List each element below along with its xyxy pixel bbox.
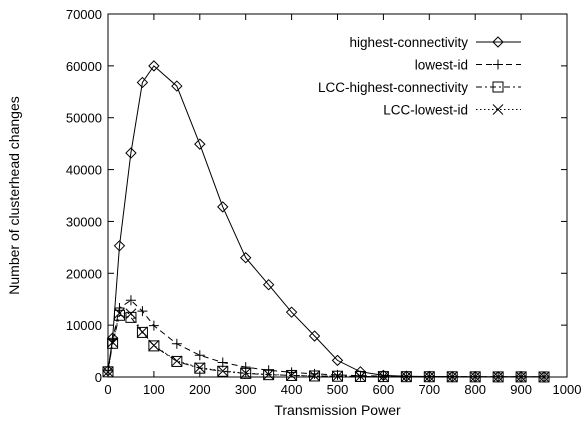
data-point-square — [107, 337, 119, 349]
y-tick-label: 0 — [95, 370, 102, 385]
x-tick-label: 400 — [281, 382, 303, 397]
legend-label: highest-connectivity — [349, 35, 468, 50]
data-point-diamond — [171, 80, 183, 92]
x-tick-label: 800 — [464, 382, 486, 397]
data-point-diamond — [125, 147, 137, 159]
data-point-plus — [148, 320, 159, 331]
data-point-cross — [538, 371, 550, 383]
data-point-plus — [171, 338, 182, 349]
data-point-square — [194, 362, 206, 374]
legend-label: lowest-id — [415, 58, 468, 73]
data-point-diamond — [217, 201, 229, 213]
data-point-diamond — [331, 354, 344, 367]
data-point-cross — [263, 369, 275, 380]
data-point-square — [113, 309, 125, 321]
data-point-plus — [493, 59, 503, 70]
y-tick-label: 60000 — [66, 59, 102, 74]
data-point-square — [125, 311, 137, 323]
data-point-diamond — [113, 240, 126, 252]
data-point-cross — [492, 371, 504, 383]
data-point-cross — [332, 370, 343, 382]
axis-ticks: 0 100 200 300 400 500 600 700 800 900 100001000020… — [66, 7, 582, 397]
data-series — [102, 60, 550, 383]
data-point-square — [538, 371, 550, 383]
data-point-cross — [378, 371, 389, 382]
y-tick-label: 70000 — [66, 7, 102, 22]
data-point-cross — [194, 362, 206, 374]
x-tick-label: 300 — [235, 382, 257, 397]
data-point-square — [492, 81, 504, 93]
series-line — [107, 314, 544, 378]
data-point-cross — [469, 371, 481, 383]
y-tick-label: 20000 — [66, 266, 102, 281]
series-lowest-id — [103, 295, 550, 382]
data-point-cross — [171, 355, 183, 367]
data-point-cross — [240, 367, 252, 379]
legend-label: LCC-lowest-id — [383, 103, 468, 118]
data-point-cross — [137, 326, 148, 338]
series-LCC-lowest-id — [102, 307, 550, 383]
data-point-cross — [102, 366, 114, 378]
x-tick-label: 100 — [143, 382, 165, 397]
series-line — [107, 65, 544, 378]
x-tick-label: 600 — [373, 382, 395, 397]
data-point-diamond — [492, 36, 504, 48]
data-point-cross — [286, 369, 297, 381]
data-point-plus — [355, 370, 366, 381]
y-tick-label: 50000 — [66, 111, 102, 126]
data-point-square — [102, 366, 114, 378]
data-point-cross — [400, 371, 412, 383]
data-point-diamond — [308, 330, 321, 342]
data-point-cross — [446, 371, 458, 383]
data-point-cross — [355, 371, 366, 382]
x-tick-label: 500 — [327, 382, 349, 397]
y-tick-label: 30000 — [66, 214, 102, 229]
data-point-square — [171, 355, 183, 367]
data-point-square — [492, 371, 504, 383]
series-LCC-highest-connectivity — [102, 309, 550, 383]
data-point-plus — [240, 362, 251, 373]
x-axis-title: Transmission Power — [274, 402, 401, 418]
data-point-cross — [114, 307, 125, 319]
data-point-diamond — [239, 252, 252, 264]
data-point-plus — [194, 350, 205, 361]
series-line — [107, 312, 544, 378]
data-point-diamond — [148, 60, 160, 72]
data-point-square — [217, 365, 229, 377]
x-tick-label: 200 — [189, 382, 211, 397]
data-point-diamond — [285, 306, 298, 318]
data-point-cross — [309, 370, 320, 382]
data-point-square — [148, 340, 160, 352]
x-tick-label: 0 — [104, 382, 111, 397]
data-point-cross — [125, 308, 137, 320]
data-point-plus — [125, 295, 136, 306]
x-tick-label: 1000 — [553, 382, 582, 397]
y-tick-label: 40000 — [66, 163, 102, 178]
data-point-diamond — [262, 278, 275, 291]
data-point-cross — [107, 336, 118, 348]
data-point-plus — [263, 365, 274, 376]
legend: highest-connectivity lowest-id LCC-highest… — [318, 35, 521, 118]
data-point-plus — [137, 306, 148, 317]
data-point-square — [446, 371, 458, 383]
series-line — [107, 299, 545, 378]
data-point-plus — [114, 303, 125, 314]
data-point-square — [136, 326, 148, 338]
data-point-cross — [423, 371, 435, 383]
y-axis-title: Number of clusterhead changes — [6, 96, 22, 294]
legend-label: LCC-highest-connectivity — [318, 80, 468, 95]
series-highest-connectivity — [102, 60, 550, 383]
data-point-cross — [217, 365, 229, 377]
x-tick-label: 900 — [510, 382, 532, 397]
data-point-cross — [148, 340, 160, 351]
data-point-cross — [492, 104, 504, 115]
y-tick-label: 10000 — [66, 318, 102, 333]
data-point-cross — [515, 371, 527, 383]
x-tick-label: 700 — [418, 382, 440, 397]
data-point-diamond — [194, 138, 206, 150]
data-point-diamond — [136, 76, 149, 89]
